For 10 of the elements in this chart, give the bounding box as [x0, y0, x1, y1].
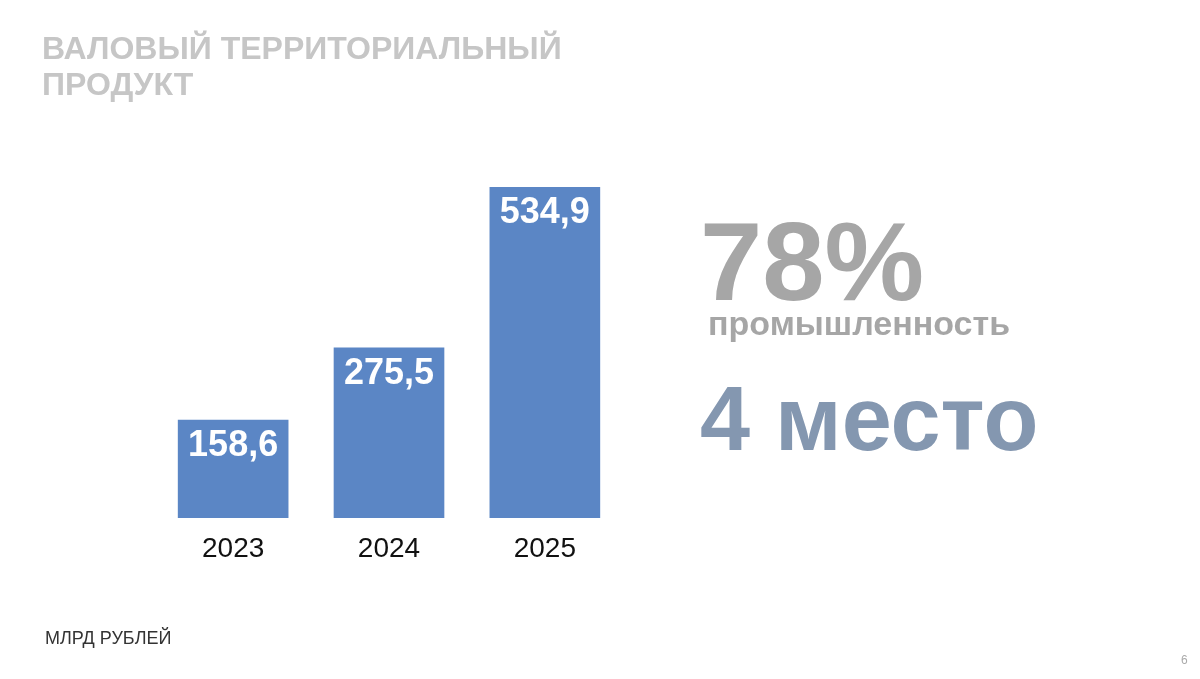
text: МЛРД РУБЛЕЙ: [45, 627, 172, 648]
x-tick-label: 2023: [202, 531, 265, 563]
chart-title: ВАЛОВЫЙ ТЕРРИТОРИАЛЬНЫЙ ПРОДУКТ: [42, 30, 562, 102]
x-tick-label: 2024: [357, 531, 421, 563]
text: 6: [1181, 653, 1188, 667]
data-label: 534,9: [499, 190, 590, 231]
text: 4 место: [700, 369, 1039, 469]
data-label: 275,5: [343, 350, 435, 392]
x-tick-label: 2025: [513, 531, 576, 563]
data-label: 158,6: [188, 422, 279, 464]
